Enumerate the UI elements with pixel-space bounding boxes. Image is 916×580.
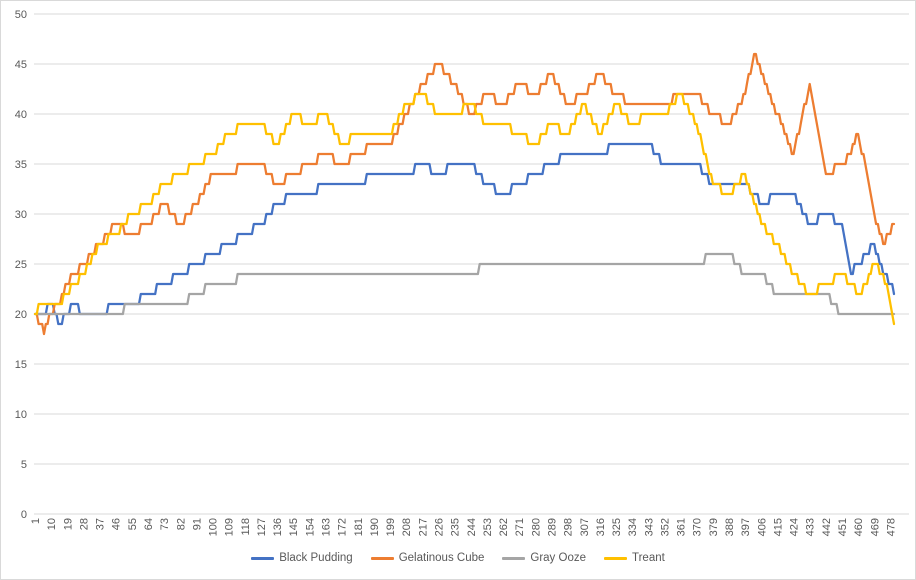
y-tick-label: 10 (15, 409, 27, 421)
legend-swatch-gelatinous-cube (370, 556, 394, 560)
legend-label-treant: Treant (632, 552, 665, 564)
x-tick-label: 397 (740, 518, 752, 536)
x-tick-label: 442 (821, 518, 833, 536)
x-tick-label: 460 (853, 518, 865, 536)
x-tick-label: 325 (611, 518, 623, 536)
x-tick-label: 289 (547, 518, 559, 536)
x-tick-label: 145 (288, 518, 300, 536)
y-tick-label: 30 (15, 209, 27, 221)
legend-label-gelatinous-cube: Gelatinous Cube (398, 552, 485, 564)
x-tick-label: 424 (789, 518, 801, 536)
x-tick-label: 82 (175, 518, 187, 530)
y-tick-label: 35 (15, 159, 27, 171)
x-tick-label: 64 (143, 518, 155, 530)
x-tick-label: 172 (337, 518, 349, 536)
series-line-gelatinous-cube[interactable] (33, 52, 896, 336)
x-tick-label: 46 (111, 518, 123, 530)
x-tick-label: 415 (772, 518, 784, 536)
x-tick-label: 253 (482, 518, 494, 536)
y-axis-labels: 0 5 10 15 20 25 30 35 40 45 50 (15, 9, 27, 521)
x-tick-label: 19 (62, 518, 74, 530)
legend-item-gray-ooze[interactable]: Gray Ooze (502, 552, 586, 564)
x-tick-label: 388 (724, 518, 736, 536)
legend-label-gray-ooze: Gray Ooze (530, 552, 586, 564)
x-tick-label: 154 (304, 518, 316, 536)
x-tick-label: 226 (434, 518, 446, 536)
x-tick-label: 433 (805, 518, 817, 536)
y-tick-label: 0 (21, 509, 27, 521)
legend-item-gelatinous-cube[interactable]: Gelatinous Cube (370, 552, 485, 564)
legend-swatch-black-pudding (251, 556, 275, 560)
x-tick-label: 370 (692, 518, 704, 536)
x-axis-labels: 1 10 19 28 37 46 55 64 73 82 91 100 109 118 127 136 145 1… (30, 518, 897, 536)
x-tick-label: 235 (450, 518, 462, 536)
x-tick-label: 1 (30, 518, 42, 524)
x-tick-label: 37 (95, 518, 107, 530)
y-tick-label: 40 (15, 109, 27, 121)
legend-swatch-treant (604, 556, 627, 560)
x-tick-label: 163 (321, 518, 333, 536)
x-tick-label: 100 (208, 518, 220, 536)
series-line-gray-ooze[interactable] (33, 252, 896, 316)
x-tick-label: 244 (466, 518, 478, 536)
legend-label-black-pudding: Black Pudding (279, 552, 353, 564)
y-tick-label: 45 (15, 59, 27, 71)
x-tick-label: 73 (159, 518, 171, 530)
x-tick-label: 451 (837, 518, 849, 536)
x-tick-label: 469 (869, 518, 881, 536)
x-tick-label: 190 (369, 518, 381, 536)
x-tick-label: 298 (563, 518, 575, 536)
x-tick-label: 10 (46, 518, 58, 530)
x-tick-label: 118 (240, 518, 252, 536)
x-tick-label: 478 (885, 518, 897, 536)
gridlines (34, 13, 909, 515)
x-tick-label: 217 (417, 518, 429, 536)
series-line-treant[interactable] (33, 92, 896, 326)
x-tick-label: 28 (78, 518, 90, 530)
y-tick-label: 25 (15, 259, 27, 271)
x-tick-label: 307 (579, 518, 591, 536)
x-tick-label: 181 (353, 518, 365, 536)
x-tick-label: 208 (401, 518, 413, 536)
x-tick-label: 127 (256, 518, 268, 536)
x-tick-label: 334 (627, 518, 639, 536)
x-tick-label: 379 (708, 518, 720, 536)
x-tick-label: 316 (595, 518, 607, 536)
legend-swatch-gray-ooze (502, 556, 526, 560)
x-tick-label: 280 (530, 518, 542, 536)
x-tick-label: 352 (660, 518, 672, 536)
y-tick-label: 15 (15, 359, 27, 371)
x-tick-label: 109 (224, 518, 236, 536)
x-tick-label: 343 (643, 518, 655, 536)
x-tick-label: 271 (514, 518, 526, 536)
chart-legend: Black Pudding Gelatinous Cube Gray Ooze … (1, 552, 915, 564)
series-line-black-pudding[interactable] (33, 142, 896, 326)
x-tick-label: 199 (385, 518, 397, 536)
x-tick-label: 55 (127, 518, 139, 530)
series-lines (33, 52, 896, 336)
x-tick-label: 406 (756, 518, 768, 536)
x-tick-label: 136 (272, 518, 284, 536)
x-tick-label: 262 (498, 518, 510, 536)
y-tick-label: 20 (15, 309, 27, 321)
legend-item-treant[interactable]: Treant (604, 552, 665, 564)
legend-item-black-pudding[interactable]: Black Pudding (251, 552, 353, 564)
y-tick-label: 50 (15, 9, 27, 21)
x-tick-label: 361 (676, 518, 688, 536)
x-tick-label: 91 (191, 518, 203, 530)
y-tick-label: 5 (21, 459, 27, 471)
